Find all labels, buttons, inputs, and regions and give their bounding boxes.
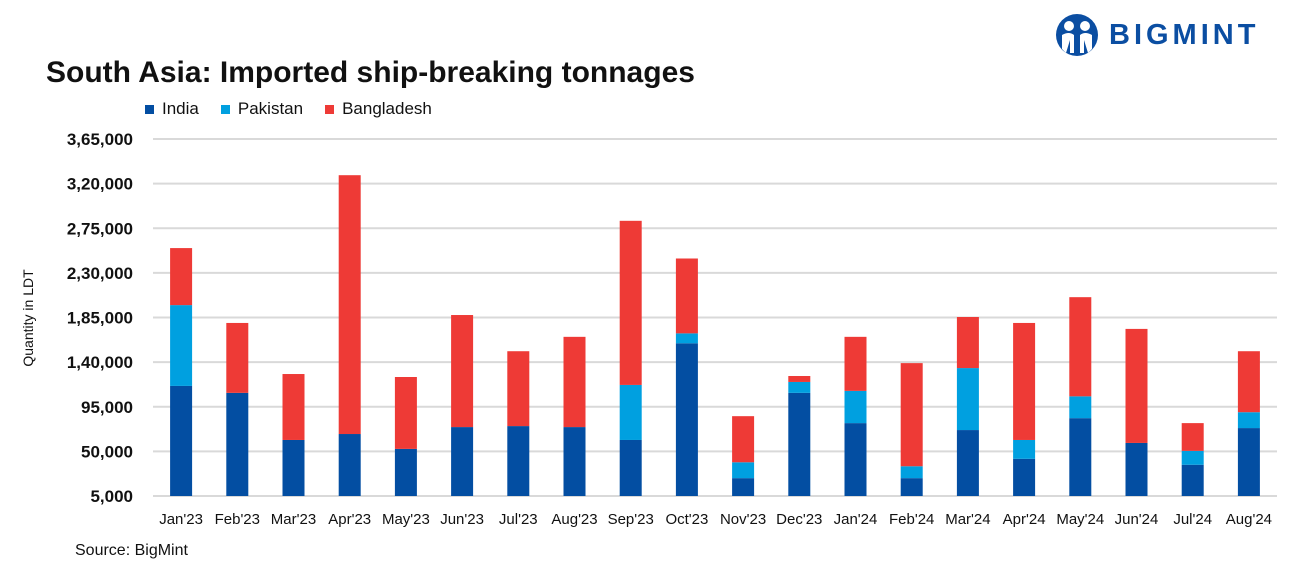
legend-item-bangladesh: Bangladesh <box>325 99 432 119</box>
x-tick-label: Aug'24 <box>1226 511 1272 528</box>
y-tick-label: 50,000 <box>81 442 133 461</box>
y-tick-label: 95,000 <box>81 398 133 417</box>
y-tick-label: 1,40,000 <box>67 353 133 372</box>
bar-pakistan <box>1181 450 1204 465</box>
legend-item-pakistan: Pakistan <box>220 99 304 119</box>
y-tick-label: 2,75,000 <box>67 219 133 238</box>
bar-bangladesh <box>1069 297 1092 397</box>
bar-pakistan <box>170 305 193 386</box>
bar-bangladesh <box>563 336 586 428</box>
bar-india <box>900 478 923 496</box>
x-tick-label: Apr'23 <box>328 511 371 528</box>
x-tick-label: Oct'23 <box>665 511 708 528</box>
bar-bangladesh <box>1013 322 1036 440</box>
bar-bangladesh <box>675 258 698 334</box>
bar-bangladesh <box>844 336 867 391</box>
bar-bangladesh <box>1181 423 1204 451</box>
legend-swatch <box>220 104 230 114</box>
bar-pakistan <box>1069 396 1092 419</box>
bar-bangladesh <box>732 416 755 463</box>
bar-india <box>170 385 193 496</box>
bar-bangladesh <box>619 220 642 385</box>
bar-india <box>282 439 305 496</box>
x-tick-label: Sep'23 <box>608 511 654 528</box>
bar-pakistan <box>900 466 923 479</box>
source-note: Source: BigMint <box>75 542 188 559</box>
bar-india <box>507 426 530 496</box>
x-tick-label: Jun'23 <box>440 511 484 528</box>
x-tick-label: Jul'23 <box>499 511 538 528</box>
bar-bangladesh <box>451 315 474 428</box>
chart-title: South Asia: Imported ship-breaking tonna… <box>46 56 695 89</box>
bigmint-logo: BIGMINT <box>1055 13 1259 57</box>
x-tick-label: May'24 <box>1056 511 1104 528</box>
bar-pakistan <box>675 333 698 344</box>
bar-bangladesh <box>282 374 305 440</box>
bar-india <box>675 343 698 496</box>
x-tick-label: Mar'24 <box>945 511 990 528</box>
bar-india <box>844 423 867 496</box>
logo-text: BIGMINT <box>1109 18 1260 51</box>
bar-india <box>1237 428 1260 496</box>
bar-pakistan <box>619 384 642 440</box>
legend-label: India <box>162 99 199 118</box>
legend-swatch <box>325 104 335 114</box>
logo-icon <box>1056 14 1098 56</box>
x-tick-label: Jan'23 <box>159 511 203 528</box>
x-tick-label: Jun'24 <box>1115 511 1159 528</box>
legend-item-india: India <box>145 99 199 119</box>
x-tick-label: Nov'23 <box>720 511 766 528</box>
bar-bangladesh <box>956 317 979 369</box>
bar-bangladesh <box>394 377 417 449</box>
x-tick-label: Feb'23 <box>215 511 260 528</box>
y-tick-label: 3,65,000 <box>67 130 133 149</box>
y-axis-label: Quantity in LDT <box>20 269 36 367</box>
x-tick-label: Apr'24 <box>1003 511 1046 528</box>
legend-label: Pakistan <box>237 99 304 118</box>
bar-india <box>788 392 811 496</box>
legend-swatch <box>145 104 154 114</box>
bar-india <box>451 427 474 496</box>
x-tick-label: Jan'24 <box>834 511 878 528</box>
x-tick-label: Jul'24 <box>1173 511 1212 528</box>
bar-bangladesh <box>338 175 361 435</box>
bar-pakistan <box>788 381 811 393</box>
bar-india <box>338 434 361 496</box>
bar-bangladesh <box>1237 351 1260 413</box>
bar-bangladesh <box>900 363 923 467</box>
bar-pakistan <box>1237 412 1260 429</box>
bar-india <box>619 439 642 496</box>
bar-india <box>1069 418 1092 496</box>
bar-india <box>1125 442 1148 496</box>
y-tick-label: 2,30,000 <box>67 264 133 283</box>
x-tick-label: Mar'23 <box>271 511 316 528</box>
bar-pakistan <box>732 462 755 479</box>
legend-label: Bangladesh <box>342 99 432 118</box>
bar-india <box>1013 458 1036 496</box>
bar-bangladesh <box>1125 328 1148 443</box>
bar-bangladesh <box>507 351 530 427</box>
x-tick-label: May'23 <box>382 511 430 528</box>
y-tick-label: 5,000 <box>90 487 133 506</box>
bar-india <box>563 427 586 496</box>
bar-pakistan <box>1013 439 1036 459</box>
bar-bangladesh <box>170 248 193 306</box>
bar-india <box>732 478 755 496</box>
bar-india <box>394 448 417 496</box>
y-tick-label: 3,20,000 <box>67 175 133 194</box>
bar-india <box>1181 464 1204 496</box>
bar-bangladesh <box>226 322 249 393</box>
y-tick-label: 1,85,000 <box>67 309 133 328</box>
x-tick-label: Feb'24 <box>889 511 934 528</box>
legend: India Pakistan Bangladesh <box>145 99 432 119</box>
x-tick-label: Dec'23 <box>776 511 822 528</box>
bar-bangladesh <box>788 376 811 382</box>
x-tick-label: Aug'23 <box>551 511 597 528</box>
bar-pakistan <box>844 390 867 424</box>
bar-india <box>226 392 249 496</box>
bar-pakistan <box>956 368 979 431</box>
bar-india <box>956 430 979 496</box>
